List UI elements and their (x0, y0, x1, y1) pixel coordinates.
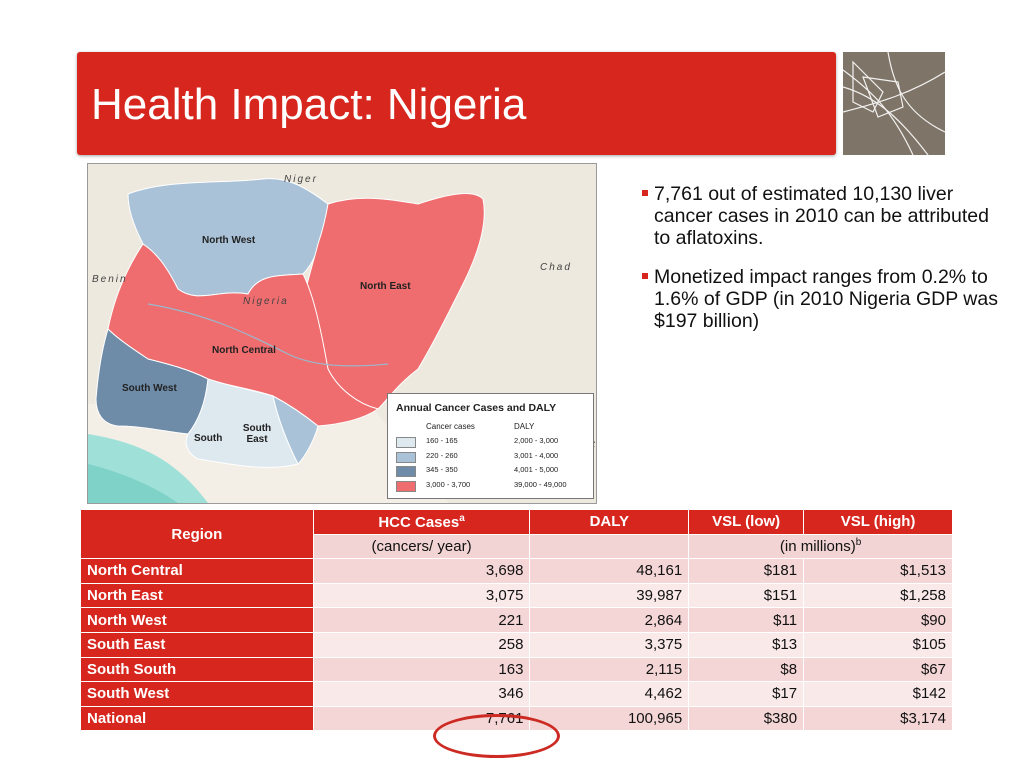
cell-vsl-high: $142 (803, 681, 953, 707)
cell-vsl-low: $8 (688, 656, 805, 683)
cell-hcc-cases: 258 (312, 631, 531, 658)
map-label-nigeria: Nigeria (243, 296, 289, 307)
cell-vsl-high: $67 (803, 656, 953, 683)
cell-vsl-low: $380 (688, 705, 805, 732)
subheader-vsl-units-text: (in millions) (779, 538, 856, 556)
bullet-text: Monetized impact ranges from 0.2% to 1.6… (654, 266, 998, 332)
legend-swatch (396, 480, 416, 492)
legend-cases-range: 345 - 350 (426, 465, 458, 474)
legend-cases-range: 160 - 165 (426, 436, 458, 445)
cell-daly: 39,987 (529, 582, 690, 609)
cell-vsl-high: $3,174 (803, 705, 953, 732)
legend-swatch (396, 451, 416, 463)
table-row: North East 3,075 39,987 $151 $1,258 (80, 582, 953, 609)
cell-region: South South (80, 656, 314, 683)
header-daly: DALY (529, 509, 690, 535)
table-row: South West 346 4,462 $17 $142 (80, 681, 953, 707)
cell-hcc-cases: 3,698 (312, 558, 531, 584)
map-legend: Annual Cancer Cases and DALY Cancer case… (387, 393, 594, 499)
cell-daly: 2,115 (529, 656, 690, 683)
map-label-benin: Benin (92, 274, 128, 285)
title-bar: Health Impact: Nigeria (77, 52, 836, 155)
cell-hcc-cases: 346 (312, 681, 531, 707)
region-label-south-east: South East (242, 423, 272, 445)
legend-daly-range: 3,001 - 4,000 (514, 450, 559, 460)
cell-region: South West (80, 681, 314, 707)
legend-swatch (396, 466, 416, 477)
header-vsl-low: VSL (low) (688, 509, 805, 535)
legend-row: 345 - 350 4,001 - 5,000 (396, 465, 586, 477)
legend-swatch (396, 437, 416, 448)
cell-region: North Central (80, 558, 314, 584)
cell-hcc-cases: 221 (312, 607, 531, 633)
health-impact-table: Region HCC Casesa DALY VSL (low) VSL (hi… (80, 508, 953, 732)
header-vsl-high: VSL (high) (803, 509, 953, 535)
table-row: North Central 3,698 48,161 $181 $1,513 (80, 558, 953, 584)
cell-vsl-low: $181 (688, 558, 805, 584)
header-hcc-sup: a (459, 512, 465, 524)
cell-vsl-low: $151 (688, 582, 805, 609)
map-label-chad: Chad (540, 262, 572, 273)
legend-daly-range: 4,001 - 5,000 (514, 465, 559, 474)
cell-vsl-low: $11 (688, 607, 805, 633)
logo-lines-icon (843, 52, 945, 155)
legend-cases-range: 3,000 - 3,700 (426, 479, 471, 489)
region-label-south: South (194, 433, 223, 444)
bullet-item: Monetized impact ranges from 0.2% to 1.6… (640, 266, 1010, 332)
bullet-item: 7,761 out of estimated 10,130 liver canc… (640, 183, 1010, 249)
national-total-highlight-circle (433, 714, 560, 758)
cell-daly: 100,965 (529, 705, 690, 732)
slide-title: Health Impact: Nigeria (91, 80, 527, 129)
header-hcc-text: HCC Cases (378, 513, 460, 531)
cell-vsl-high: $1,513 (803, 558, 953, 584)
region-label-north-west: North West (202, 235, 256, 246)
cell-hcc-cases: 163 (312, 656, 531, 683)
logo (843, 52, 945, 155)
cell-vsl-high: $105 (803, 631, 953, 658)
legend-row: 160 - 165 2,000 - 3,000 (396, 436, 586, 448)
cell-vsl-high: $90 (803, 607, 953, 633)
square-bullet-icon (642, 190, 648, 196)
cell-region: National (80, 705, 314, 732)
cell-hcc-cases: 3,075 (312, 582, 531, 609)
legend-title: Annual Cancer Cases and DALY (396, 402, 557, 414)
table-row: South East 258 3,375 $13 $105 (80, 631, 953, 658)
table-row: North West 221 2,864 $11 $90 (80, 607, 953, 633)
legend-daly-range: 2,000 - 3,000 (514, 436, 559, 445)
legend-row: 3,000 - 3,700 39,000 - 49,000 (396, 479, 586, 492)
cell-daly: 2,864 (529, 607, 690, 633)
subheader-vsl-units: (in millions)b (688, 533, 953, 560)
map-label-niger: Niger (284, 174, 318, 185)
legend-col-daly: DALY (514, 422, 535, 431)
region-label-south-west: South West (122, 383, 177, 394)
header-hcc: HCC Casesa (312, 509, 531, 535)
legend-col-cases: Cancer cases (426, 422, 475, 431)
cell-vsl-low: $17 (688, 681, 805, 707)
bullet-text: 7,761 out of estimated 10,130 liver canc… (654, 183, 989, 249)
bullet-list: 7,761 out of estimated 10,130 liver canc… (640, 183, 1010, 349)
cell-vsl-high: $1,258 (803, 582, 953, 609)
cell-daly: 4,462 (529, 681, 690, 707)
header-region: Region (80, 508, 314, 560)
legend-daly-range: 39,000 - 49,000 (514, 479, 567, 489)
cell-region: North East (80, 582, 314, 609)
subheader-hcc-units: (cancers/ year) (312, 533, 531, 560)
cell-vsl-low: $13 (688, 631, 805, 658)
region-label-north-central: North Central (212, 345, 276, 356)
cell-region: South East (80, 631, 314, 658)
subheader-vsl-sup: b (855, 537, 862, 549)
region-label-north-east: North East (360, 281, 411, 292)
cell-daly: 48,161 (529, 558, 690, 584)
nigeria-map: Niger Benin Chad Nigeria C North West No… (87, 163, 597, 504)
legend-row: 220 - 260 3,001 - 4,000 (396, 450, 586, 463)
cell-region: North West (80, 607, 314, 633)
subheader-daly-empty (529, 533, 690, 560)
table-row: South South 163 2,115 $8 $67 (80, 656, 953, 683)
legend-cases-range: 220 - 260 (426, 450, 458, 460)
cell-daly: 3,375 (529, 631, 690, 658)
square-bullet-icon (642, 273, 648, 279)
